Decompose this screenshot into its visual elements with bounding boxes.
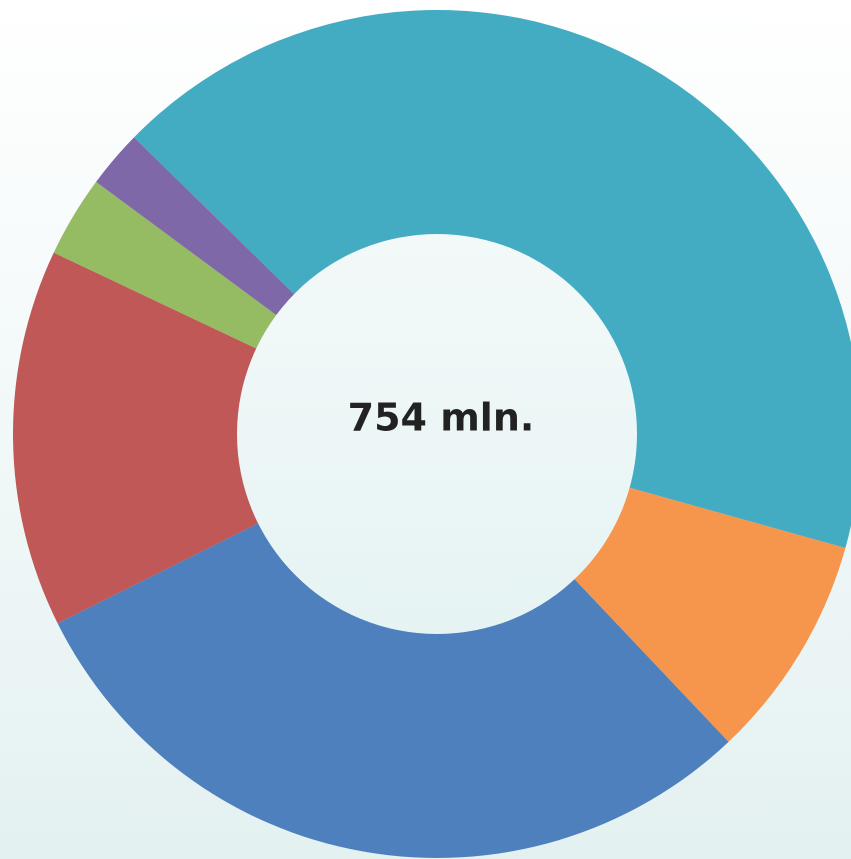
slice xyxy=(567,485,846,742)
slice xyxy=(53,181,285,353)
center-label: 754 mln. xyxy=(348,396,535,440)
slice xyxy=(12,252,267,624)
slice xyxy=(96,137,302,322)
slices xyxy=(12,10,851,858)
donut-hole xyxy=(237,234,637,634)
slice xyxy=(57,518,729,858)
slice xyxy=(134,10,851,549)
